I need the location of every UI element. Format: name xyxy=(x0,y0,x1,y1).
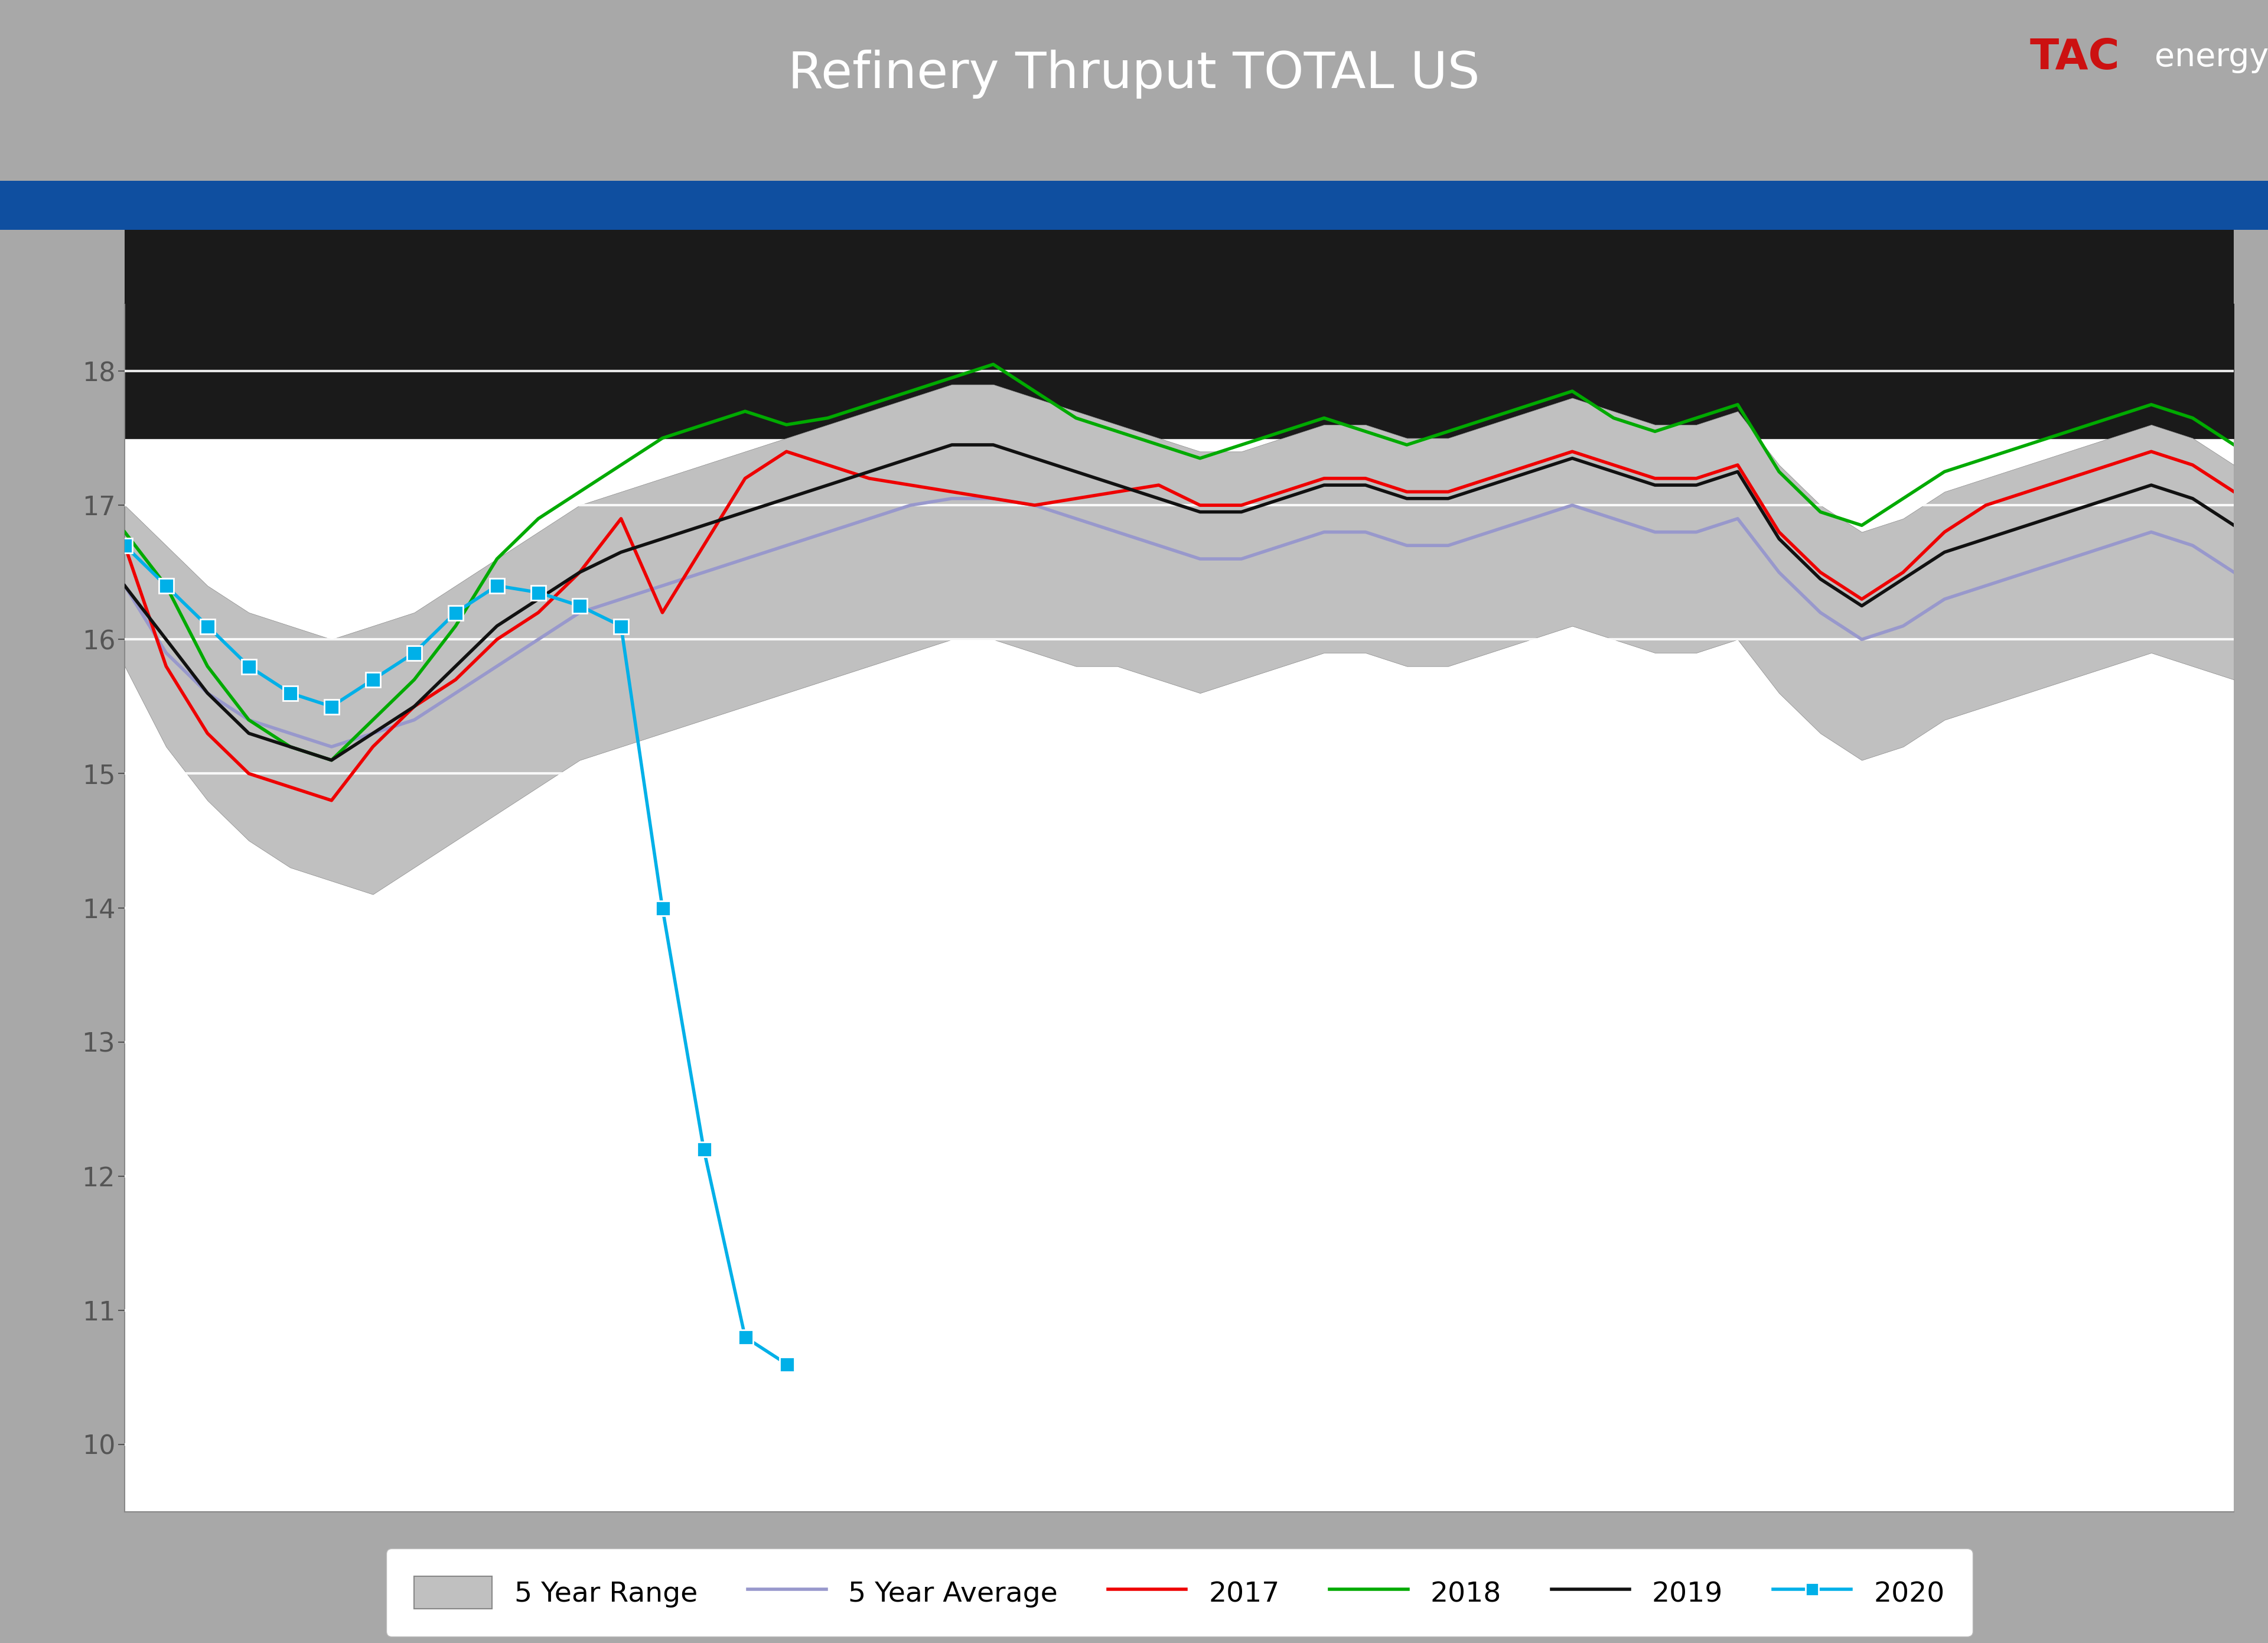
Legend: 5 Year Range, 5 Year Average, 2017, 2018, 2019, 2020: 5 Year Range, 5 Year Average, 2017, 2018… xyxy=(386,1548,1973,1636)
Text: TAC: TAC xyxy=(2030,38,2121,77)
Text: energy: energy xyxy=(2155,41,2268,74)
Text: Refinery Thruput TOTAL US: Refinery Thruput TOTAL US xyxy=(787,49,1481,99)
